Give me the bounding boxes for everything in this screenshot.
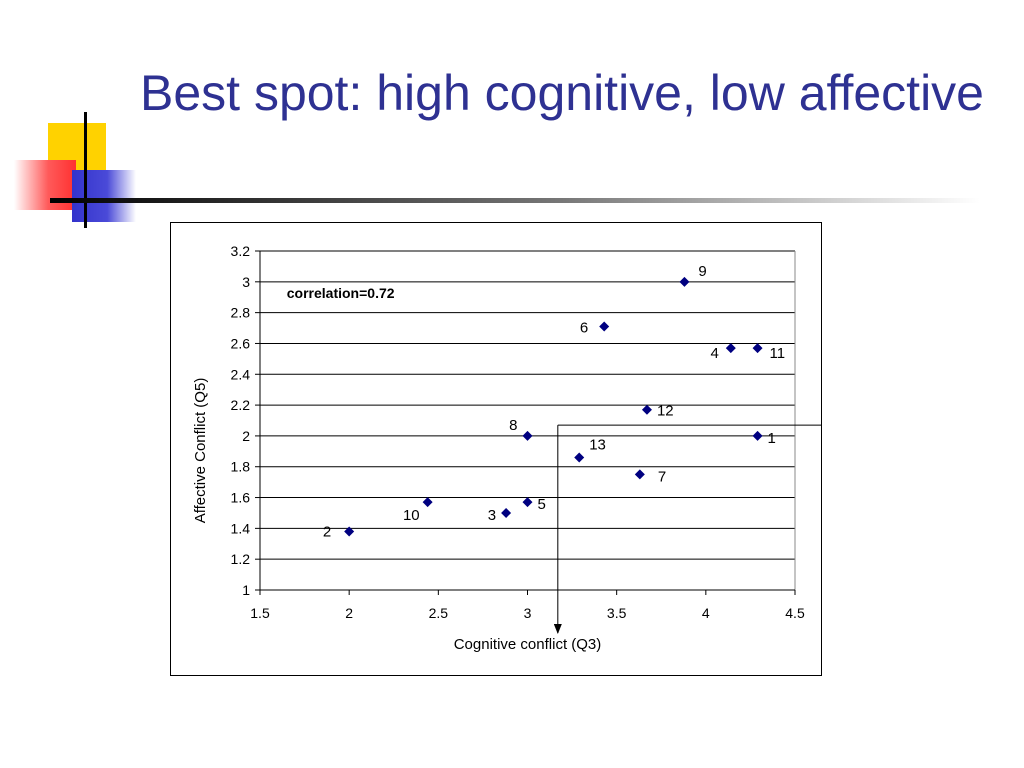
- x-axis-label: Cognitive conflict (Q3): [454, 636, 602, 653]
- point-label-11: 11: [770, 345, 786, 362]
- y-axis-label: Affective Conflict (Q5): [192, 378, 209, 524]
- point-label-1: 1: [768, 430, 776, 447]
- point-label-9: 9: [698, 263, 706, 280]
- scatter-chart: 1 1.2 1.4 1.6 1.8 2 2.2 2.4 2.6 2.8 3 3.2 1.5 2 2.5 3 3…: [192, 243, 821, 653]
- y-tick-label-1.8: 1.8: [231, 459, 251, 475]
- y-tick-label-2.4: 2.4: [231, 366, 251, 382]
- x-tick-label-4.5: 4.5: [785, 605, 805, 621]
- y-tick-labels: 1 1.2 1.4 1.6 1.8 2 2.2 2.4 2.6 2.8 3 3.2: [231, 243, 251, 598]
- point-2: [344, 526, 355, 537]
- logo-vertical-line: [84, 112, 87, 228]
- y-tick-label-1.4: 1.4: [231, 520, 251, 536]
- quadrant-divider-arrows: [553, 424, 821, 634]
- x-tick-labels: 1.5 2 2.5 3 3.5 4 4.5: [250, 605, 805, 621]
- point-5: [522, 497, 533, 508]
- grid-lines: [260, 250, 796, 590]
- point-12: [641, 404, 652, 415]
- point-label-6: 6: [580, 320, 588, 337]
- y-tick-label-2.2: 2.2: [231, 397, 251, 413]
- title-underline: [50, 198, 980, 203]
- x-tick-label-3: 3: [524, 605, 532, 621]
- point-label-7: 7: [658, 468, 666, 485]
- point-label-2: 2: [323, 523, 331, 540]
- point-3: [501, 507, 512, 518]
- point-7: [634, 469, 645, 480]
- slide-title: Best spot: high cognitive, low affective: [140, 65, 984, 121]
- y-tick-label-1.2: 1.2: [231, 551, 251, 567]
- y-tick-label-2: 2: [242, 428, 250, 444]
- point-label-10: 10: [403, 507, 420, 524]
- x-tick-label-3.5: 3.5: [607, 605, 627, 621]
- point-8: [522, 430, 533, 441]
- axes: [255, 250, 796, 595]
- point-label-5: 5: [538, 496, 546, 513]
- x-tick-label-2: 2: [345, 605, 353, 621]
- logo-blue-gradient: [72, 170, 136, 222]
- point-1: [752, 430, 763, 441]
- point-label-13: 13: [589, 436, 606, 453]
- point-label-12: 12: [657, 403, 674, 420]
- x-tick-label-2.5: 2.5: [429, 605, 449, 621]
- y-tick-label-1.6: 1.6: [231, 490, 251, 506]
- x-tick-label-1.5: 1.5: [250, 605, 270, 621]
- point-9: [679, 276, 690, 287]
- y-tick-label-2.8: 2.8: [231, 305, 251, 321]
- point-label-4: 4: [710, 345, 718, 362]
- point-6: [599, 321, 610, 332]
- point-11: [752, 343, 763, 354]
- x-tick-label-4: 4: [702, 605, 710, 621]
- point-label-3: 3: [488, 507, 496, 524]
- point-label-8: 8: [509, 417, 517, 434]
- chart-frame: 1 1.2 1.4 1.6 1.8 2 2.2 2.4 2.6 2.8 3 3.2 1.5 2 2.5 3 3…: [170, 222, 822, 676]
- y-tick-label-3: 3: [242, 274, 250, 290]
- point-4: [725, 343, 736, 354]
- y-tick-label-1: 1: [242, 582, 250, 598]
- point-13: [574, 452, 585, 463]
- y-tick-label-3.2: 3.2: [231, 243, 251, 259]
- correlation-annotation: correlation=0.72: [287, 285, 395, 301]
- point-10: [422, 497, 433, 508]
- y-tick-label-2.6: 2.6: [231, 335, 251, 351]
